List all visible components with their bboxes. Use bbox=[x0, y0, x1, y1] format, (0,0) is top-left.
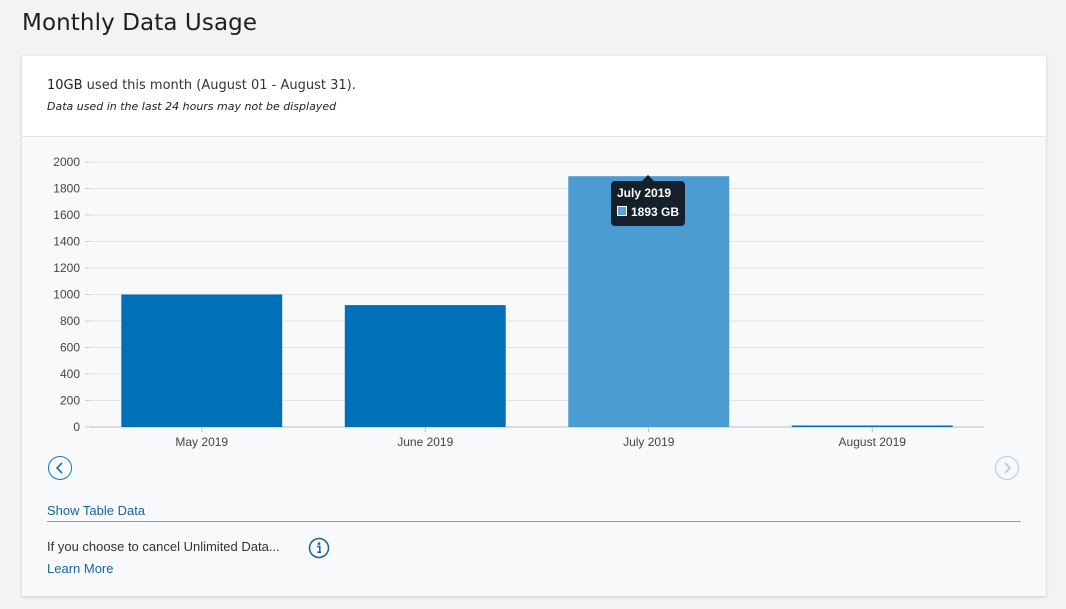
y-tick-label: 0 bbox=[73, 420, 80, 434]
usage-line: 10GB used this month (August 01 - August… bbox=[47, 78, 356, 93]
tooltip-swatch bbox=[617, 206, 627, 216]
chart-tooltip: July 2019 1893 GB bbox=[611, 175, 685, 226]
bar-june-2019[interactable] bbox=[344, 305, 506, 427]
learn-more-link[interactable]: Learn More bbox=[47, 561, 114, 576]
y-tick-label: 600 bbox=[60, 341, 80, 355]
y-tick-label: 400 bbox=[60, 367, 80, 381]
chart-section: 0 200 400 600 800 1000 1200 1400 1600 1800 2000 May… bbox=[22, 137, 1046, 596]
previous-button[interactable] bbox=[48, 456, 72, 480]
y-tick-label: 1800 bbox=[53, 182, 80, 196]
usage-amount: 10GB bbox=[47, 78, 83, 93]
y-tick-label: 1000 bbox=[53, 288, 80, 302]
page-title: Monthly Data Usage bbox=[22, 10, 258, 36]
y-tick-label: 1200 bbox=[53, 261, 80, 275]
chevron-left-icon bbox=[55, 462, 63, 474]
usage-card: 10GB used this month (August 01 - August… bbox=[22, 56, 1046, 596]
divider bbox=[47, 521, 1021, 522]
show-table-data-link[interactable]: Show Table Data bbox=[47, 503, 146, 518]
y-tick-label: 1600 bbox=[53, 208, 80, 222]
x-tick-label: May 2019 bbox=[175, 435, 228, 449]
usage-summary: 10GB used this month (August 01 - August… bbox=[22, 56, 1046, 137]
y-tick-label: 2000 bbox=[53, 155, 80, 169]
bar-may-2019[interactable] bbox=[121, 294, 283, 428]
x-tick-label: August 2019 bbox=[839, 435, 907, 449]
y-tick-label: 1400 bbox=[53, 235, 80, 249]
x-tick-label: June 2019 bbox=[397, 435, 453, 449]
usage-period: used this month (August 01 - August 31). bbox=[82, 78, 356, 93]
next-button[interactable] bbox=[995, 456, 1019, 480]
y-tick-label: 800 bbox=[60, 314, 80, 328]
x-tick-label: July 2019 bbox=[623, 435, 675, 449]
usage-bar-chart: 0 200 400 600 800 1000 1200 1400 1600 1800 2000 May… bbox=[53, 155, 984, 449]
tooltip-value: 1893 GB bbox=[631, 205, 680, 219]
cancel-notice: If you choose to cancel Unlimited Data..… bbox=[47, 539, 280, 554]
tooltip-title: July 2019 bbox=[617, 186, 672, 200]
chevron-right-icon bbox=[1004, 462, 1012, 474]
info-icon[interactable] bbox=[308, 537, 330, 559]
y-tick-label: 200 bbox=[60, 394, 80, 408]
usage-note: Data used in the last 24 hours may not b… bbox=[47, 100, 337, 113]
bar-august-2019[interactable] bbox=[791, 425, 953, 428]
